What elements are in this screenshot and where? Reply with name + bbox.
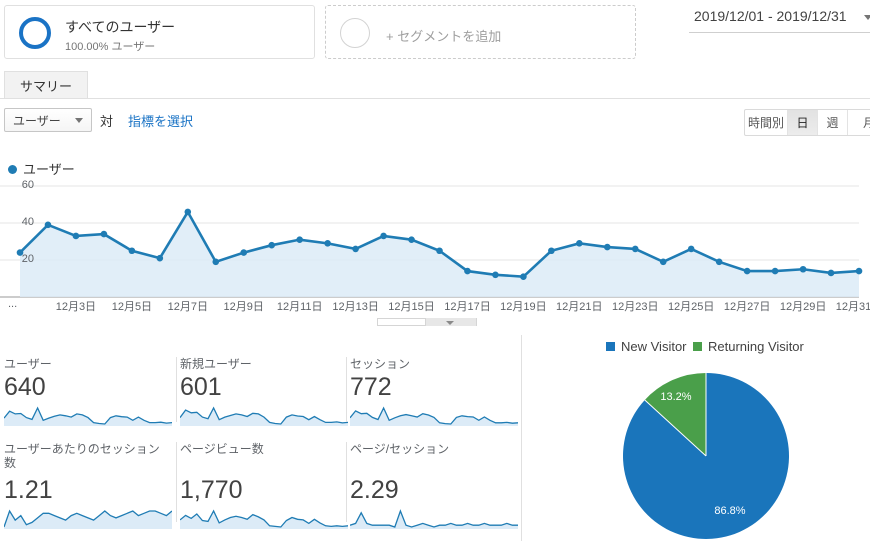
svg-text:13.2%: 13.2% (660, 391, 691, 403)
svg-text:86.8%: 86.8% (714, 505, 745, 517)
